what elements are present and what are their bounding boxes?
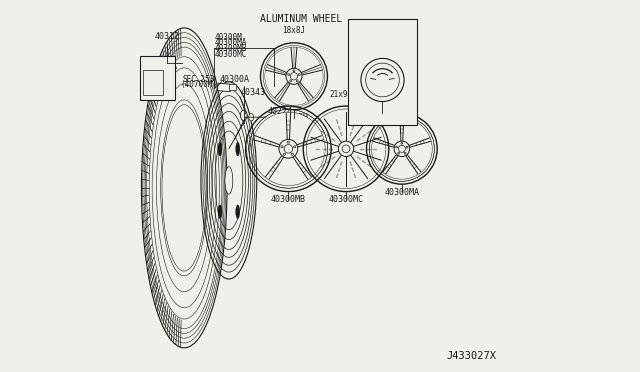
Circle shape — [284, 153, 285, 155]
Text: 40300M: 40300M — [215, 33, 243, 42]
Bar — [143, 70, 163, 95]
Circle shape — [396, 146, 397, 148]
Circle shape — [252, 112, 324, 185]
Circle shape — [296, 80, 298, 82]
Text: 40300MA: 40300MA — [385, 187, 419, 196]
Text: 21x9.5J: 21x9.5J — [272, 90, 305, 99]
Ellipse shape — [236, 205, 240, 219]
Circle shape — [339, 141, 354, 157]
Circle shape — [265, 47, 323, 105]
Ellipse shape — [218, 205, 222, 219]
Circle shape — [406, 146, 408, 148]
Circle shape — [279, 140, 298, 158]
Circle shape — [291, 73, 298, 80]
Circle shape — [286, 68, 302, 84]
Text: 40300MB: 40300MB — [215, 44, 248, 53]
Ellipse shape — [241, 110, 247, 121]
Circle shape — [293, 70, 295, 72]
Text: 40343: 40343 — [241, 88, 266, 97]
Text: 40300H: 40300H — [279, 113, 309, 122]
Circle shape — [284, 145, 292, 153]
Text: 18x8J: 18x8J — [282, 26, 305, 35]
Ellipse shape — [218, 142, 222, 156]
Circle shape — [397, 153, 399, 154]
Text: 40300MB: 40300MB — [271, 195, 306, 204]
Circle shape — [287, 141, 289, 143]
Bar — [348, 19, 417, 125]
Text: 40224: 40224 — [267, 107, 292, 116]
Circle shape — [361, 58, 404, 102]
Text: 40312: 40312 — [155, 32, 180, 41]
Circle shape — [394, 141, 410, 157]
Bar — [229, 84, 236, 90]
Circle shape — [342, 145, 350, 153]
Text: 40300MA: 40300MA — [215, 38, 248, 47]
Text: 40300AA: 40300AA — [142, 62, 177, 71]
Text: ALUMINUM WHEEL: ALUMINUM WHEEL — [260, 14, 343, 24]
Text: □RNAMENT: □RNAMENT — [351, 20, 391, 29]
Ellipse shape — [249, 113, 253, 121]
Circle shape — [288, 74, 290, 76]
Circle shape — [404, 153, 406, 154]
Circle shape — [401, 142, 403, 144]
Circle shape — [291, 153, 293, 155]
Ellipse shape — [141, 28, 227, 348]
Bar — [218, 83, 231, 92]
Text: 40343: 40343 — [370, 109, 395, 118]
Circle shape — [309, 112, 383, 186]
Text: (40700M): (40700M) — [180, 80, 218, 89]
Circle shape — [290, 80, 292, 82]
Text: 40300MC: 40300MC — [328, 195, 364, 204]
Circle shape — [372, 119, 432, 179]
Circle shape — [281, 146, 283, 148]
Bar — [140, 56, 175, 100]
Ellipse shape — [225, 167, 233, 194]
Circle shape — [398, 145, 405, 153]
Ellipse shape — [162, 105, 207, 271]
Circle shape — [298, 74, 300, 76]
Circle shape — [294, 146, 296, 148]
Text: J433027X: J433027X — [447, 351, 497, 361]
Text: 21x9.5J: 21x9.5J — [330, 90, 362, 99]
Text: SEC.253: SEC.253 — [183, 75, 215, 84]
Ellipse shape — [236, 142, 240, 156]
Text: 40300A: 40300A — [220, 75, 250, 84]
Text: 40300MC: 40300MC — [215, 49, 248, 58]
Text: 20x8J: 20x8J — [390, 97, 413, 106]
